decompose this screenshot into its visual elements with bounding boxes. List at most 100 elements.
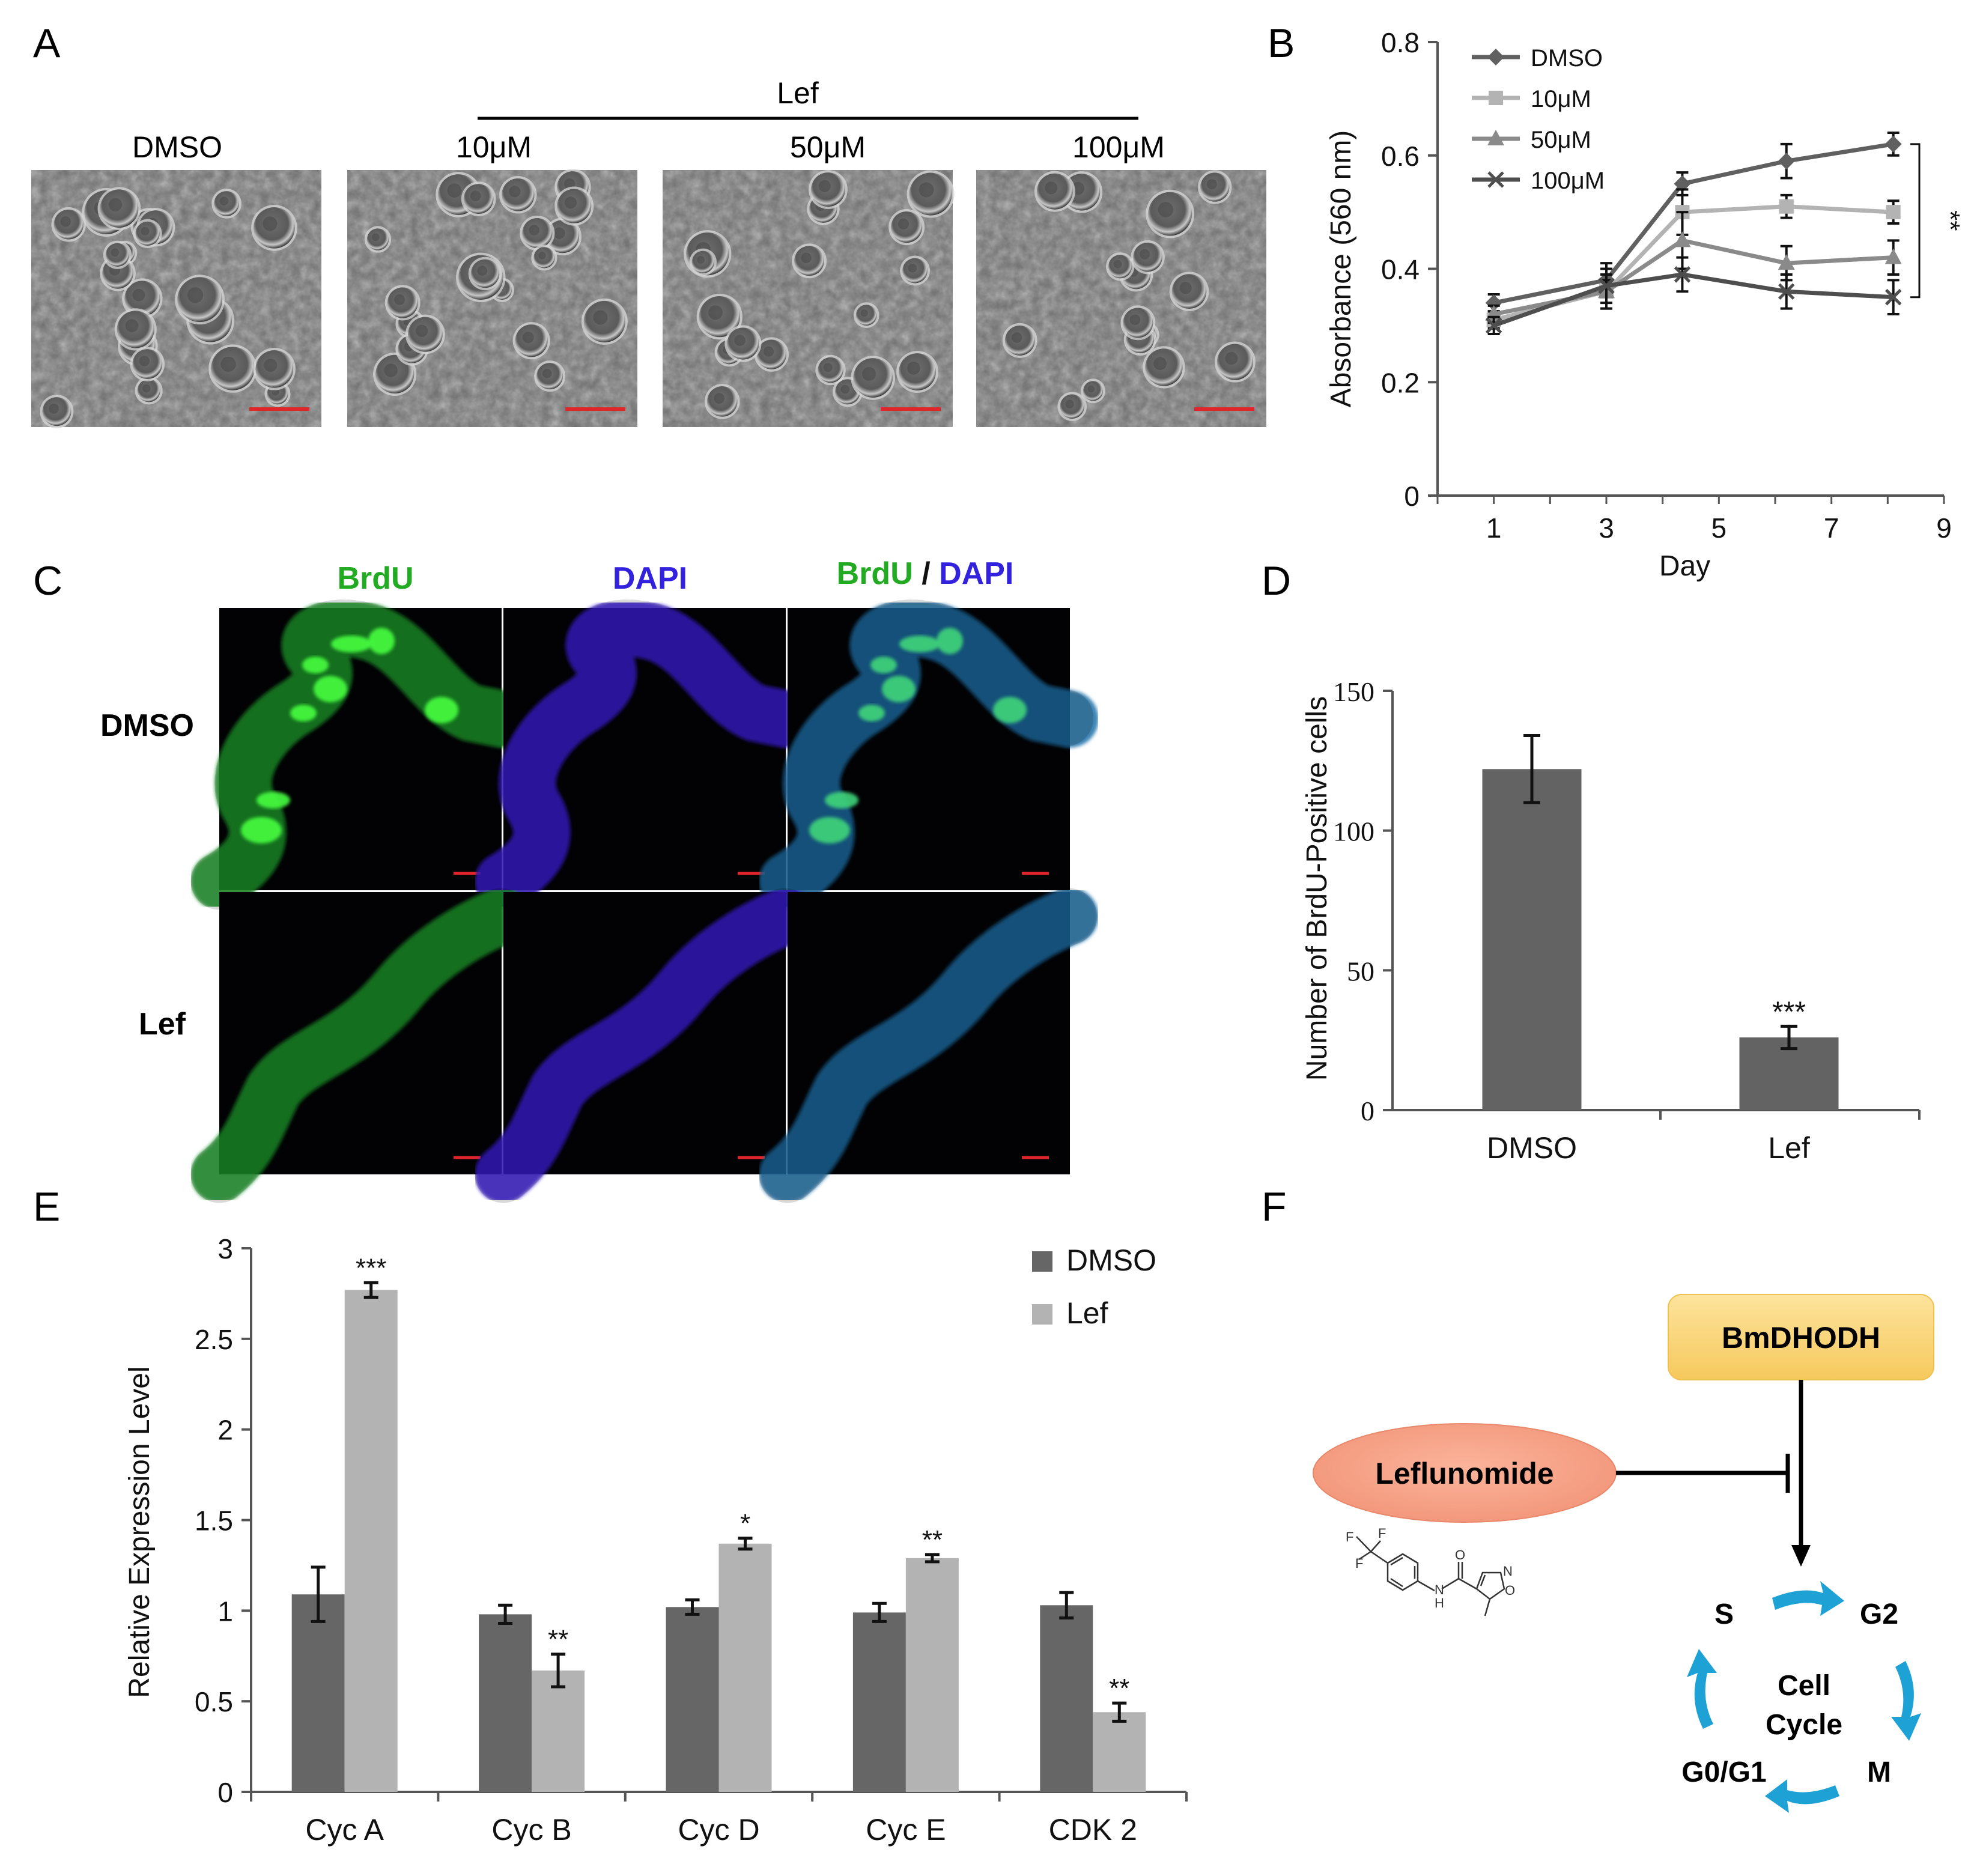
data-point (1884, 288, 1902, 306)
cell-nucleus (1158, 202, 1174, 217)
legend-label-1: 10μM (1531, 86, 1591, 112)
cycle-arrow-g2-to-m (1891, 1661, 1921, 1741)
enzyme-arrow-head (1791, 1545, 1811, 1567)
cell-nucleus (447, 183, 462, 198)
cell-nucleus (132, 288, 145, 302)
panel-b: B 0 0.2 0.4 0.6 0.8 1 3 5 7 9 Day Absorbance (560 n… (1268, 20, 1965, 582)
x-tick-label: Cyc B (491, 1813, 571, 1847)
brdu-positive-cluster (257, 792, 290, 809)
bar-lef (1093, 1712, 1146, 1792)
cell-nucleus (522, 332, 534, 344)
struct-f3: F (1378, 1526, 1386, 1541)
cell-nucleus (371, 233, 380, 241)
condition-label-10um: 10μM (456, 130, 532, 164)
x-tick-label: 9 (1936, 512, 1952, 544)
brdu-positive-cluster (331, 636, 372, 652)
struct-h-amide: H (1435, 1595, 1444, 1610)
panel-e: E 0 0.5 1 1.5 2 2.5 3 Relative Expression Level… (33, 1184, 1188, 1847)
x-tick-label: 5 (1711, 512, 1727, 544)
y-tick-label: 0.8 (1381, 27, 1420, 58)
y-tick-label: 1 (217, 1595, 233, 1627)
brdu-positive-cluster (425, 697, 458, 723)
brdu-positive-cluster (241, 817, 282, 843)
fluor-tile-r0-c1 (475, 600, 815, 910)
data-point (1779, 199, 1794, 214)
row-label-lef: Lef (139, 1007, 186, 1042)
x-tick-label: 7 (1824, 512, 1839, 544)
phase-s: S (1714, 1598, 1734, 1630)
legend-marker (1487, 130, 1504, 145)
phase-m: M (1867, 1756, 1891, 1788)
tissue-texture (475, 600, 815, 910)
cell-cycle-label-line2: Cycle (1766, 1709, 1842, 1741)
micrograph-texture (976, 170, 1266, 427)
y-tick-label: 0 (1404, 481, 1420, 512)
brdu-positive-cluster (937, 628, 963, 654)
y-tick-label: 0.6 (1381, 141, 1420, 172)
legend-label-0: DMSO (1066, 1243, 1156, 1277)
leflunomide-structure (1356, 1536, 1505, 1616)
panel-label-e: E (33, 1184, 60, 1230)
y-tick-label: 0.4 (1381, 254, 1420, 285)
data-point (1485, 294, 1502, 312)
micrograph-3 (976, 170, 1266, 427)
tissue-band (475, 887, 815, 1203)
legend-label-0: DMSO (1531, 45, 1603, 71)
panel-label-b: B (1268, 20, 1295, 66)
fluor-tile-r1-c2 (759, 887, 1099, 1203)
brdu-positive-cluster (993, 697, 1027, 723)
cell-nucleus (108, 198, 123, 211)
cell-nucleus (763, 346, 774, 357)
merge-dapi-label: DAPI (939, 556, 1013, 591)
y-tick-label: 2 (217, 1415, 233, 1446)
brdu-positive-cluster (290, 705, 317, 721)
x-tick-label: Cyc A (305, 1813, 384, 1847)
micrograph-2 (663, 170, 955, 427)
cell-nucleus (139, 356, 150, 366)
panel-a: A Lef DMSO 10μM 50μM 100μM (31, 20, 1266, 429)
cell-nucleus (593, 310, 608, 325)
cell-nucleus (1045, 181, 1058, 195)
struct-f1: F (1346, 1529, 1353, 1544)
cell-nucleus (1011, 332, 1022, 343)
brdu-positive-cluster (870, 657, 897, 673)
fluor-tile-r0-c0 (190, 600, 530, 910)
cell-nucleus (187, 287, 204, 303)
data-point (1778, 153, 1795, 170)
significance-bracket (1910, 143, 1921, 299)
merge-brdu-label: BrdU (837, 556, 913, 591)
cell-nucleus (840, 384, 850, 394)
y-tick-label: 0.2 (1381, 367, 1420, 398)
data-point (1674, 266, 1691, 283)
y-axis-title: Absorbance (560 nm) (1325, 130, 1357, 408)
x-tick-label: 3 (1599, 512, 1614, 544)
cell-nucleus (1225, 352, 1238, 365)
fluor-tile-r1-c1 (475, 887, 815, 1203)
cell-nucleus (860, 309, 868, 317)
y-axis-title: Number of BrdU-Positive cells (1301, 696, 1333, 1081)
bar-lef (532, 1670, 585, 1792)
data-point (1886, 205, 1901, 220)
cell-nucleus (823, 363, 833, 372)
condition-label-50um: 50μM (790, 130, 866, 164)
cell-nucleus (734, 335, 746, 346)
merge-separator: / (913, 556, 939, 591)
cycle-arrow-m-to-g0g1 (1765, 1779, 1839, 1813)
lef-group-label: Lef (777, 76, 819, 110)
panel-f: F BmDHODH Leflunomide S G2 M G0/G1 Cell … (1262, 1184, 1934, 1813)
cell-nucleus (125, 319, 139, 333)
cell-nucleus (708, 305, 723, 320)
brdu-positive-cluster (882, 676, 916, 702)
cell-nucleus (564, 196, 577, 209)
fluor-tile-r0-c2 (759, 600, 1099, 910)
significance-label: ** (1109, 1674, 1129, 1703)
cell-nucleus (553, 227, 565, 239)
x-axis-title: Day (1659, 550, 1710, 582)
tissue-band (190, 887, 530, 1203)
cell-nucleus (529, 225, 540, 235)
cell-nucleus (862, 366, 876, 381)
bar-dmso (479, 1614, 532, 1792)
y-tick-label: 100 (1333, 816, 1374, 847)
x-tick-label: Cyc E (866, 1813, 946, 1847)
